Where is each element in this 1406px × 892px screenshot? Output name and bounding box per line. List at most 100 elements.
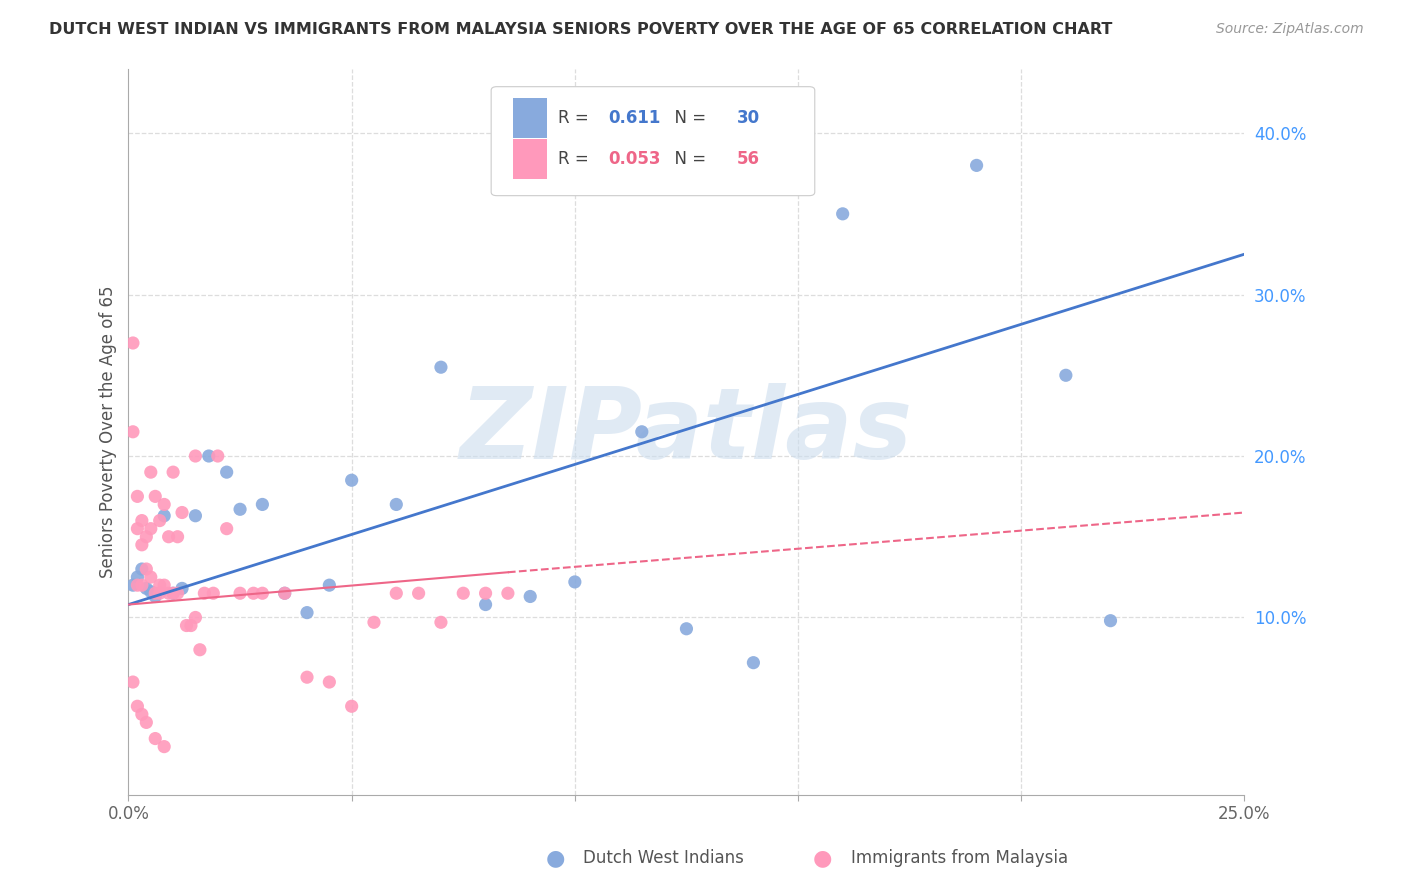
Point — [318, 675, 340, 690]
Text: R =: R = — [558, 151, 595, 169]
Point — [157, 530, 180, 544]
Point — [430, 360, 453, 375]
Point — [184, 508, 207, 523]
Point — [122, 675, 145, 690]
Point — [252, 586, 274, 600]
Text: 56: 56 — [737, 151, 759, 169]
Point — [408, 586, 430, 600]
Point — [170, 506, 193, 520]
Point — [131, 578, 153, 592]
Point — [630, 425, 652, 439]
Text: DUTCH WEST INDIAN VS IMMIGRANTS FROM MALAYSIA SENIORS POVERTY OVER THE AGE OF 65: DUTCH WEST INDIAN VS IMMIGRANTS FROM MAL… — [49, 22, 1112, 37]
Point — [215, 522, 238, 536]
Point — [451, 586, 474, 600]
Point — [363, 615, 385, 630]
Point — [153, 739, 176, 754]
Point — [153, 498, 176, 512]
Point — [131, 562, 153, 576]
Point — [340, 473, 363, 487]
Point — [193, 586, 215, 600]
Point — [122, 425, 145, 439]
Text: ●: ● — [546, 848, 565, 868]
Point — [229, 586, 252, 600]
Bar — [513, 98, 547, 138]
Point — [135, 530, 157, 544]
Point — [153, 578, 176, 592]
Point — [430, 615, 453, 630]
Point — [135, 582, 157, 596]
Point — [131, 707, 153, 722]
Point — [966, 158, 988, 172]
Point — [127, 522, 149, 536]
Text: 30: 30 — [737, 109, 759, 127]
Point — [176, 618, 198, 632]
Point — [295, 670, 318, 684]
Point — [207, 449, 229, 463]
Text: ZIPatlas: ZIPatlas — [460, 384, 912, 480]
Point — [135, 715, 157, 730]
Text: N =: N = — [664, 151, 711, 169]
Point — [127, 699, 149, 714]
Point — [215, 465, 238, 479]
Point — [149, 578, 172, 592]
Point — [162, 586, 184, 600]
Text: Source: ZipAtlas.com: Source: ZipAtlas.com — [1216, 22, 1364, 37]
Point — [139, 570, 162, 584]
Point — [831, 207, 853, 221]
Point — [340, 699, 363, 714]
Point — [122, 578, 145, 592]
Point — [162, 465, 184, 479]
Point — [519, 590, 541, 604]
Point — [170, 582, 193, 596]
Point — [675, 622, 697, 636]
Point — [273, 586, 295, 600]
Point — [1054, 368, 1077, 383]
Point — [198, 449, 221, 463]
Point — [564, 574, 586, 589]
Bar — [513, 139, 547, 179]
Point — [496, 586, 519, 600]
Point — [273, 586, 295, 600]
Point — [139, 584, 162, 599]
Text: N =: N = — [664, 109, 711, 127]
Point — [143, 586, 166, 600]
Text: 0.611: 0.611 — [609, 109, 661, 127]
Point — [143, 489, 166, 503]
Point — [202, 586, 225, 600]
Point — [157, 586, 180, 600]
Point — [184, 610, 207, 624]
Point — [127, 570, 149, 584]
Point — [474, 586, 496, 600]
Point — [143, 590, 166, 604]
Point — [385, 498, 408, 512]
Point — [127, 489, 149, 503]
Text: Dutch West Indians: Dutch West Indians — [583, 849, 744, 867]
Y-axis label: Seniors Poverty Over the Age of 65: Seniors Poverty Over the Age of 65 — [100, 285, 117, 578]
Point — [149, 586, 172, 600]
FancyBboxPatch shape — [491, 87, 815, 195]
Point — [166, 586, 188, 600]
Point — [229, 502, 252, 516]
Point — [252, 498, 274, 512]
Point — [385, 586, 408, 600]
Text: R =: R = — [558, 109, 595, 127]
Point — [295, 606, 318, 620]
Point — [149, 514, 172, 528]
Point — [131, 538, 153, 552]
Point — [135, 562, 157, 576]
Point — [122, 336, 145, 351]
Point — [127, 578, 149, 592]
Point — [318, 578, 340, 592]
Point — [162, 586, 184, 600]
Point — [153, 508, 176, 523]
Point — [474, 598, 496, 612]
Text: ●: ● — [813, 848, 832, 868]
Text: 0.053: 0.053 — [609, 151, 661, 169]
Point — [139, 465, 162, 479]
Point — [742, 656, 765, 670]
Point — [180, 618, 202, 632]
Point — [166, 530, 188, 544]
Point — [242, 586, 264, 600]
Point — [184, 449, 207, 463]
Point — [1099, 614, 1122, 628]
